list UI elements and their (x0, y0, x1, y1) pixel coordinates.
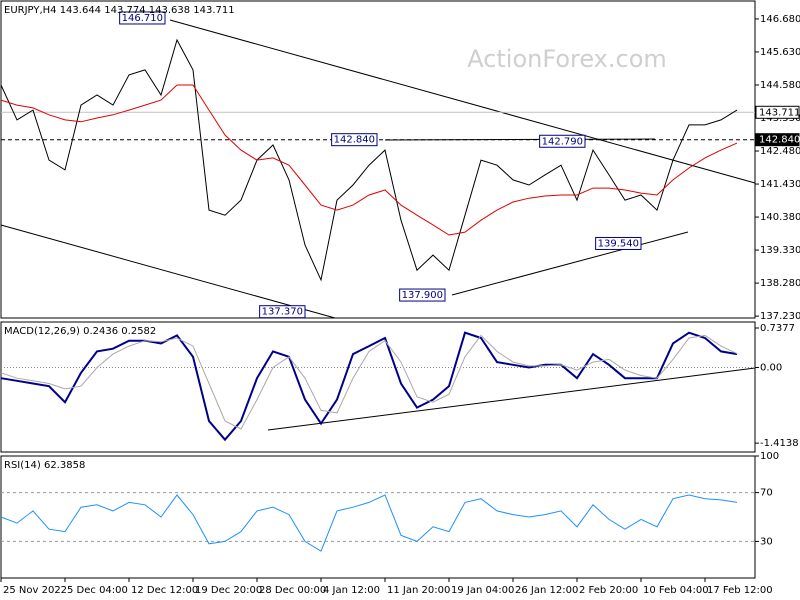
annotation-box (595, 236, 642, 250)
y-tick-label: 139.330 (760, 245, 800, 256)
y-tick-label: 145.630 (760, 47, 800, 58)
y-tick-label: 137.230 (760, 311, 800, 322)
x-tick-label: 28 Dec 00:00 (259, 585, 326, 596)
y-tick-label: 0.00 (760, 362, 782, 373)
x-tick-label: 19 Jan 04:00 (451, 585, 514, 596)
y-tick-label: 70 (760, 488, 773, 499)
annotation-label: 139.540 (598, 238, 639, 249)
annotation-box (399, 288, 446, 302)
x-tick-label: 25 Nov 2022 (3, 585, 67, 596)
panel-title: RSI(14) 62.3858 (4, 460, 85, 471)
trend-line (169, 19, 756, 184)
watermark: ActionForex.com (467, 45, 667, 73)
annotation-label: 146.710 (122, 13, 163, 24)
y-tick-label: 138.280 (760, 278, 800, 289)
x-tick-label: 4 Jan 12:00 (323, 585, 380, 596)
x-tick-label: 17 Feb 12:00 (707, 585, 773, 596)
annotation-label: 142.790 (542, 136, 583, 147)
y-tick-label: 146.680 (760, 14, 800, 25)
series-line (0, 494, 738, 552)
y-tick-label: 140.380 (760, 212, 800, 223)
panel-frame (0, 0, 756, 319)
annotation-box (259, 305, 306, 319)
x-tick-label: 26 Jan 12:00 (515, 585, 578, 596)
series-line (0, 331, 738, 442)
annotation-label: 137.900 (402, 290, 443, 301)
annotation-box (331, 133, 378, 147)
annotation-box (539, 134, 586, 148)
series-line (0, 334, 738, 430)
y-tick-label: 100 (760, 451, 779, 462)
x-tick-label: 10 Feb 04:00 (643, 585, 709, 596)
annotation-box (119, 11, 166, 25)
y-tick-label: -1.4138 (760, 438, 799, 449)
trend-line (451, 231, 689, 296)
x-tick-label: 12 Dec 12:00 (131, 585, 198, 596)
panel-title: EURJPY,H4 143.644 143.774 143.638 143.71… (4, 5, 235, 16)
trend-line (0, 224, 336, 319)
trend-line (267, 367, 756, 431)
panel-title: MACD(12,26,9) 0.2436 0.2582 (4, 326, 156, 337)
price-marker-label: 143.711 (759, 107, 800, 118)
series-line (0, 84, 738, 236)
y-tick-label: 30 (760, 536, 773, 547)
y-tick-label: 141.430 (760, 179, 800, 190)
x-tick-label: 5 Dec 04:00 (67, 585, 128, 596)
y-tick-label: 142.480 (760, 146, 800, 157)
series-line (0, 38, 738, 282)
x-tick-label: 11 Jan 20:00 (387, 585, 450, 596)
x-tick-label: 2 Feb 20:00 (579, 585, 638, 596)
price-marker-box (755, 133, 800, 147)
annotation-label: 137.370 (262, 307, 303, 318)
price-marker-label: 142.840 (759, 135, 800, 146)
price-marker-box (755, 105, 800, 119)
panel-frame (0, 321, 756, 453)
y-tick-label: 144.580 (760, 80, 800, 91)
y-tick-label: 0.7377 (760, 323, 795, 334)
annotation-label: 142.840 (334, 135, 375, 146)
x-tick-label: 19 Dec 20:00 (195, 585, 262, 596)
